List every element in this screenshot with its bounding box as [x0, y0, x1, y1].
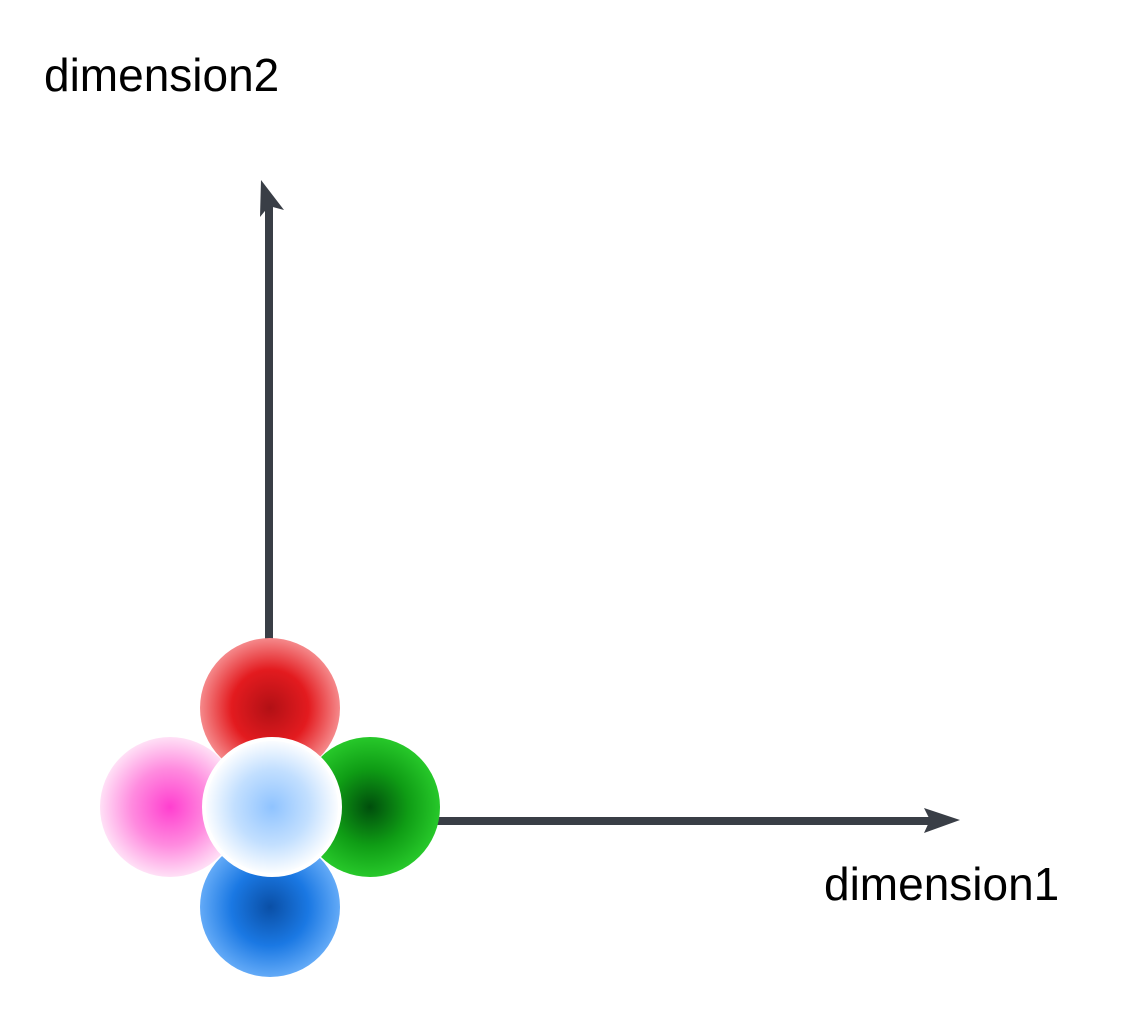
pink-sphere: [100, 737, 240, 877]
light-blue-sphere: [202, 737, 342, 877]
green-sphere: [300, 737, 440, 877]
y-axis-arrowhead: [260, 180, 284, 217]
x-axis-label: dimension1: [824, 858, 1059, 910]
blue-sphere: [200, 837, 340, 977]
red-sphere: [200, 638, 340, 778]
y-axis-label: dimension2: [44, 49, 279, 101]
x-axis-arrowhead: [924, 808, 960, 833]
